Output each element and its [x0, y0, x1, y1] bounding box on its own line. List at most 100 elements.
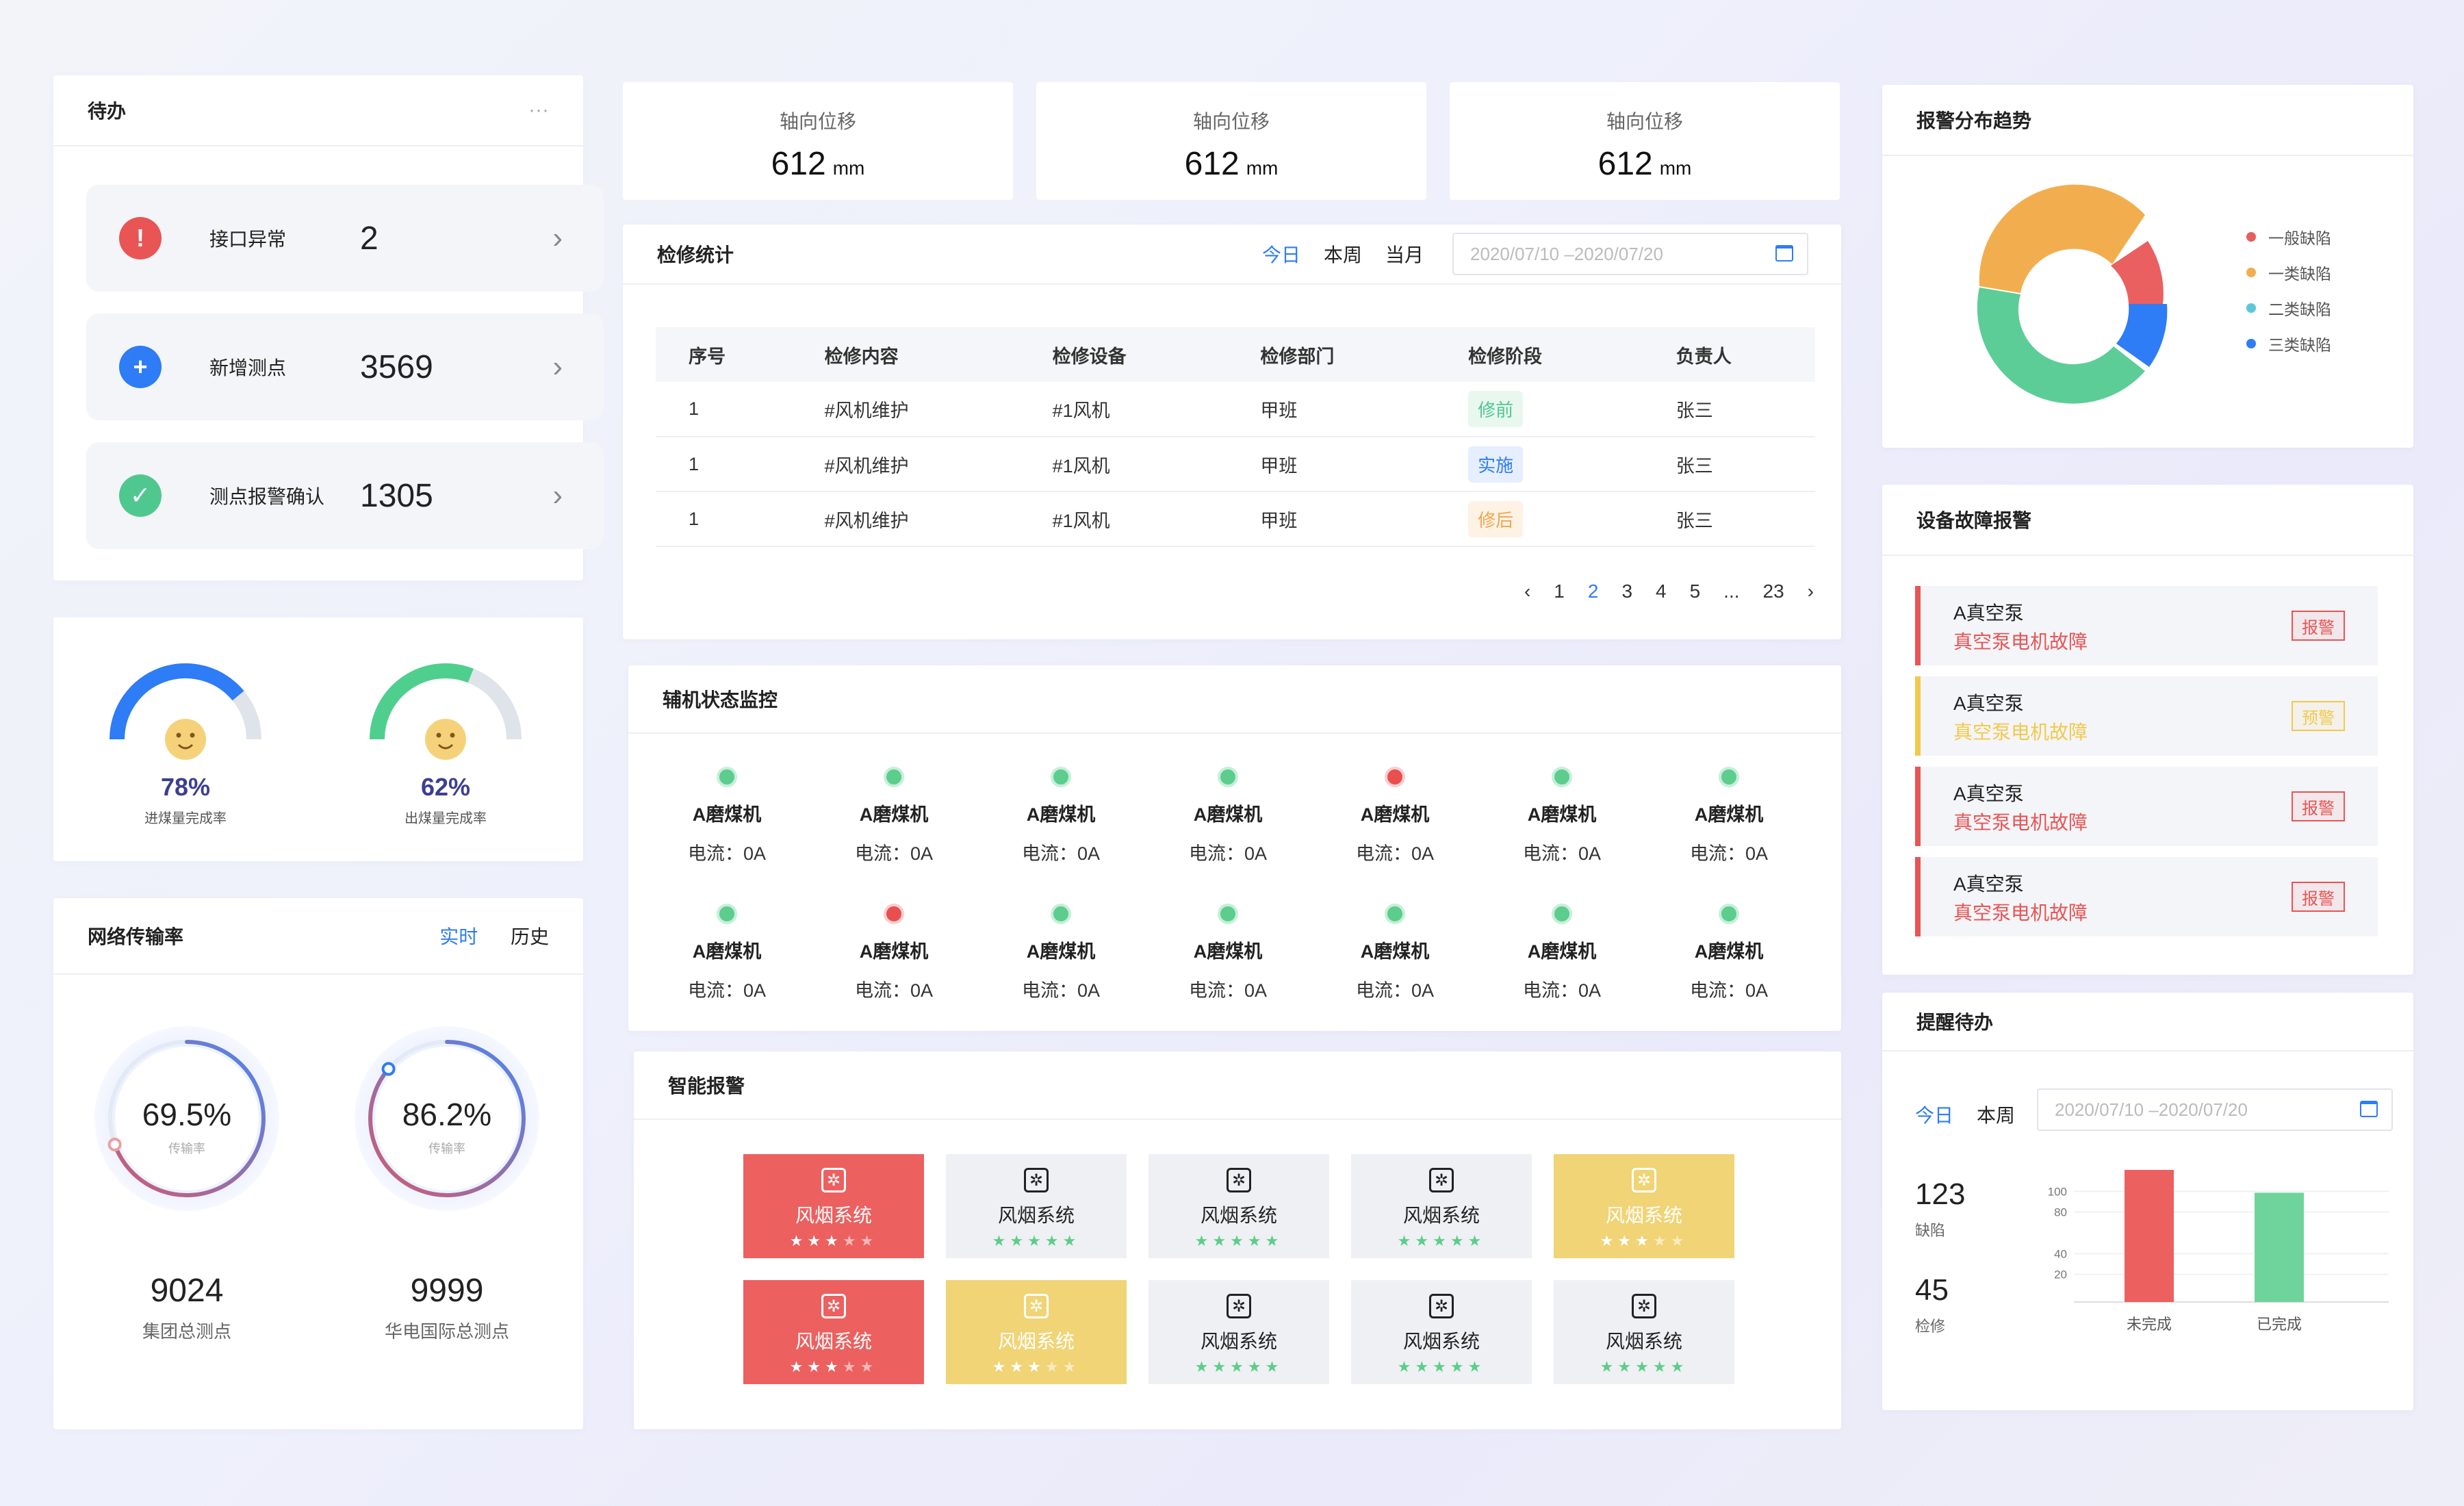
legend-dot-icon [2246, 232, 2256, 242]
y-tick-label: 40 [2054, 1247, 2067, 1260]
total-1-value: 9024 [150, 1273, 224, 1309]
chevron-right-icon[interactable]: › [552, 350, 563, 383]
machine-status[interactable]: A磨煤机 电流：0A [1493, 904, 1630, 1002]
todo-item[interactable]: ! 接口异常 2 › [86, 185, 604, 292]
star-icon: ★ [1652, 1232, 1671, 1249]
star-rating: ★★★★★ [743, 1232, 924, 1250]
machine-name: A磨煤机 [692, 804, 762, 825]
alarm-tile[interactable]: ✲ 风烟系统 ★★★★★ [1554, 1154, 1734, 1258]
fault-item[interactable]: A真空泵 真空泵电机故障 报警 [1915, 767, 2378, 846]
fault-badge[interactable]: 报警 [2292, 611, 2345, 641]
alarm-tile[interactable]: ✲ 风烟系统 ★★★★★ [946, 1154, 1127, 1258]
table-row[interactable]: 1 #风机维护 #1风机 甲班 实施 张三 [656, 437, 1815, 492]
star-icon: ★ [1670, 1232, 1689, 1249]
page-...[interactable]: ... [1723, 580, 1740, 602]
tab-week[interactable]: 本周 [1977, 1105, 2016, 1126]
machine-status[interactable]: A磨煤机 电流：0A [658, 904, 795, 1002]
machine-name: A磨煤机 [1527, 941, 1597, 962]
tab-month[interactable]: 当月 [1385, 244, 1424, 266]
machine-status[interactable]: A磨煤机 电流：0A [992, 904, 1129, 1002]
chevron-left-icon[interactable]: ‹ [1524, 580, 1531, 602]
legend-dot-icon [2246, 303, 2256, 313]
machine-status[interactable]: A磨煤机 电流：0A [825, 767, 962, 865]
machine-status[interactable]: A磨煤机 电流：0A [1326, 767, 1463, 865]
chevron-right-icon[interactable]: › [552, 478, 563, 512]
fault-badge[interactable]: 预警 [2292, 701, 2345, 731]
table-row[interactable]: 1 #风机维护 #1风机 甲班 修后 张三 [656, 492, 1815, 547]
page-23[interactable]: 23 [1762, 580, 1784, 602]
network-card: 网络传输率 实时 历史 69.5% 传输率 86.2% 传输率 9024 集团总测点 … [53, 898, 583, 1429]
tab-realtime[interactable]: 实时 [439, 926, 478, 947]
todo-count: 1305 [360, 477, 433, 514]
machine-name: A磨煤机 [1026, 941, 1096, 962]
alarm-tile[interactable]: ✲ 风烟系统 ★★★★★ [1351, 1154, 1532, 1258]
page-1[interactable]: 1 [1554, 580, 1565, 602]
status-dot-icon [717, 904, 737, 924]
calendar-icon[interactable] [2360, 1101, 2378, 1117]
machine-status[interactable]: A磨煤机 电流：0A [1660, 767, 1797, 865]
page-3[interactable]: 3 [1621, 580, 1633, 602]
tab-today[interactable]: 今日 [1261, 244, 1300, 266]
fault-item[interactable]: A真空泵 真空泵电机故障 预警 [1915, 676, 2378, 756]
smiley-icon [165, 719, 206, 760]
table-row[interactable]: 1 #风机维护 #1风机 甲班 修前 张三 [656, 382, 1815, 437]
star-icon: ★ [1397, 1232, 1415, 1249]
machine-status[interactable]: A磨煤机 电流：0A [1326, 904, 1463, 1002]
kpi-label: 检修 [1915, 1318, 1946, 1335]
date-range-input[interactable]: 2020/07/10 –2020/07/20 [2037, 1088, 2393, 1131]
fault-device: A真空泵 [1953, 602, 2024, 624]
fault-device: A真空泵 [1953, 783, 2024, 804]
chevron-right-icon[interactable]: › [1807, 580, 1814, 602]
page-2[interactable]: 2 [1587, 580, 1599, 602]
fault-badge[interactable]: 报警 [2292, 791, 2345, 821]
gauge-card: 78% 进煤量完成率 62% 出煤量完成率 [53, 617, 583, 861]
alarm-tile[interactable]: ✲ 风烟系统 ★★★★★ [946, 1280, 1127, 1384]
alarm-tile[interactable]: ✲ 风烟系统 ★★★★★ [1148, 1154, 1329, 1258]
tab-week[interactable]: 本周 [1323, 244, 1362, 266]
chevron-right-icon[interactable]: › [552, 221, 563, 255]
alarm-tile[interactable]: ✲ 风烟系统 ★★★★★ [1148, 1280, 1329, 1384]
machine-status[interactable]: A磨煤机 电流：0A [1159, 767, 1296, 865]
machine-name: A磨煤机 [1360, 941, 1430, 962]
tab-history[interactable]: 历史 [510, 926, 549, 947]
aux-monitor-card: 辅机状态监控 A磨煤机 电流：0A A磨煤机 电流：0A A磨煤机 电流：0A A磨煤机 电流… [628, 665, 1841, 1031]
ring-face [115, 1047, 259, 1190]
star-icon: ★ [1670, 1358, 1689, 1375]
date-range-value: 2020/07/10 –2020/07/20 [2055, 1099, 2248, 1120]
alarm-legend: 一般缺陷 一类缺陷 二类缺陷 三类缺陷 [2246, 219, 2331, 361]
star-icon: ★ [842, 1232, 860, 1249]
machine-status[interactable]: A磨煤机 电流：0A [992, 767, 1129, 865]
stat-card-1: 轴向位移 612 mm [623, 82, 1013, 200]
machine-status[interactable]: A磨煤机 电流：0A [1159, 904, 1296, 1002]
network-title: 网络传输率 [88, 926, 184, 947]
fault-badge[interactable]: 报警 [2292, 882, 2345, 912]
alarm-tile[interactable]: ✲ 风烟系统 ★★★★★ [1351, 1280, 1532, 1384]
todo-item[interactable]: ✓ 测点报警确认 1305 › [86, 442, 604, 549]
fault-item[interactable]: A真空泵 真空泵电机故障 报警 [1915, 857, 2378, 936]
status-dot-icon [1051, 767, 1071, 787]
machine-status[interactable]: A磨煤机 电流：0A [658, 767, 795, 865]
remind-bar-chart: 100 80 40 20 未完成 已完成 [2048, 1170, 2389, 1333]
alarm-tile[interactable]: ✲ 风烟系统 ★★★★★ [743, 1280, 924, 1384]
machine-status[interactable]: A磨煤机 电流：0A [1660, 904, 1797, 1002]
page-4[interactable]: 4 [1656, 580, 1667, 602]
tab-today[interactable]: 今日 [1915, 1105, 1954, 1126]
cell-dept: 甲班 [1227, 437, 1436, 492]
more-icon[interactable]: ··· [528, 99, 549, 121]
star-icon: ★ [1247, 1358, 1266, 1375]
date-range-input[interactable]: 2020/07/10 –2020/07/20 [1452, 233, 1808, 275]
machine-status[interactable]: A磨煤机 电流：0A [1493, 767, 1630, 865]
cell-no: 1 [656, 492, 792, 547]
alarm-tile[interactable]: ✲ 风烟系统 ★★★★★ [743, 1154, 924, 1258]
todo-item[interactable]: + 新增测点 3569 › [86, 314, 604, 420]
gauge-fill [370, 663, 474, 740]
fault-item[interactable]: A真空泵 真空泵电机故障 报警 [1915, 586, 2378, 665]
status-dot-icon [1719, 904, 1739, 924]
calendar-icon[interactable] [1775, 245, 1793, 261]
machine-status[interactable]: A磨煤机 电流：0A [825, 904, 962, 1002]
maintenance-card: 检修统计 今日 本周 当月 2020/07/10 –2020/07/20 序号检… [623, 225, 1841, 639]
ring-progress [108, 1040, 266, 1197]
cell-dept: 甲班 [1227, 492, 1436, 547]
alarm-tile[interactable]: ✲ 风烟系统 ★★★★★ [1554, 1280, 1734, 1384]
page-5[interactable]: 5 [1689, 580, 1701, 602]
